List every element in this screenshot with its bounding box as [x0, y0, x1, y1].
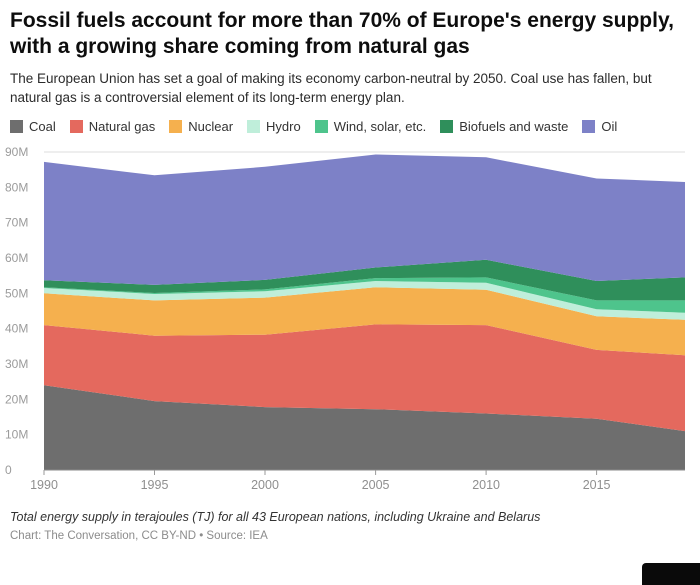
legend-item-coal: Coal — [10, 119, 56, 134]
legend-label: Biofuels and waste — [459, 118, 569, 134]
legend-swatch-natural-gas — [69, 119, 83, 133]
legend-swatch-coal — [10, 119, 23, 133]
chart-canvas: 0 10M 20M 30M 40M 50M 60M 70M 80M 90M 1990 1995 2000… — [5, 145, 685, 492]
legend-label: Hydro — [266, 118, 301, 134]
legend-item-oil: Oil — [582, 119, 617, 134]
stacked-area-chart: 0 10M 20M 30M 40M 50M 60M 70M 80M 90M 1990 1995 2000… — [0, 140, 700, 500]
area-oil — [44, 154, 685, 285]
chart-credits: Chart: The Conversation, CC BY-ND • Sour… — [10, 529, 268, 542]
legend-label: Nuclear — [188, 118, 234, 134]
legend-item-nuclear: Nuclear — [169, 119, 233, 134]
y-tick-label: 90M — [5, 145, 28, 159]
x-tick-label: 1990 — [30, 478, 58, 492]
legend-item-biofuels-and-waste: Biofuels and waste — [440, 119, 568, 134]
y-tick-label: 0 — [5, 463, 12, 477]
logo-badge — [642, 563, 700, 585]
y-tick-label: 40M — [5, 322, 28, 336]
x-tick-label: 2015 — [583, 478, 611, 492]
legend-swatch-biofuels-and-waste — [440, 119, 454, 133]
chart-subtitle: The European Union has set a goal of mak… — [10, 70, 652, 105]
legend-label: Wind, solar, etc. — [333, 118, 427, 134]
legend-item-hydro: Hydro — [247, 119, 301, 134]
legend-label: Coal — [29, 118, 56, 134]
legend-swatch-hydro — [247, 119, 261, 133]
area-natural-gas — [44, 324, 685, 431]
y-tick-label: 30M — [5, 357, 28, 371]
y-tick-label: 80M — [5, 180, 28, 194]
chart-note: Total energy supply in terajoules (TJ) f… — [10, 509, 541, 524]
legend-swatch-nuclear — [169, 119, 183, 133]
area-hydro — [44, 280, 685, 320]
legend-item-wind-solar-etc: Wind, solar, etc. — [314, 118, 427, 134]
legend-label: Natural gas — [88, 118, 156, 134]
y-tick-label: 20M — [5, 392, 28, 406]
legend-item-natural-gas: Natural gas — [69, 118, 156, 134]
area-coal — [44, 385, 685, 470]
y-tick-label: 10M — [5, 428, 28, 442]
x-tick-label: 2005 — [362, 478, 390, 492]
x-tick-label: 2010 — [472, 478, 500, 492]
legend-label: Oil — [601, 118, 618, 134]
chart-title: Fossil fuels account for more than 70% o… — [10, 9, 674, 59]
y-tick-label: 50M — [5, 286, 28, 300]
legend: Coal Natural gas Nuclear Hydro Wind, solar, … — [10, 119, 688, 134]
legend-swatch-wind-solar-etc — [314, 119, 328, 133]
y-tick-label: 70M — [5, 216, 28, 230]
area-biofuels-and-waste — [44, 259, 685, 301]
chart-header: Fossil fuels account for more than 70% o… — [0, 0, 700, 107]
y-tick-label: 60M — [5, 251, 28, 265]
x-tick-label: 2000 — [251, 478, 279, 492]
x-tick-label: 1995 — [141, 478, 169, 492]
legend-swatch-oil — [582, 119, 596, 133]
area-nuclear — [44, 287, 685, 356]
area-wind-solar-etc — [44, 277, 685, 313]
chart-footer: Total energy supply in terajoules (TJ) f… — [0, 500, 700, 542]
